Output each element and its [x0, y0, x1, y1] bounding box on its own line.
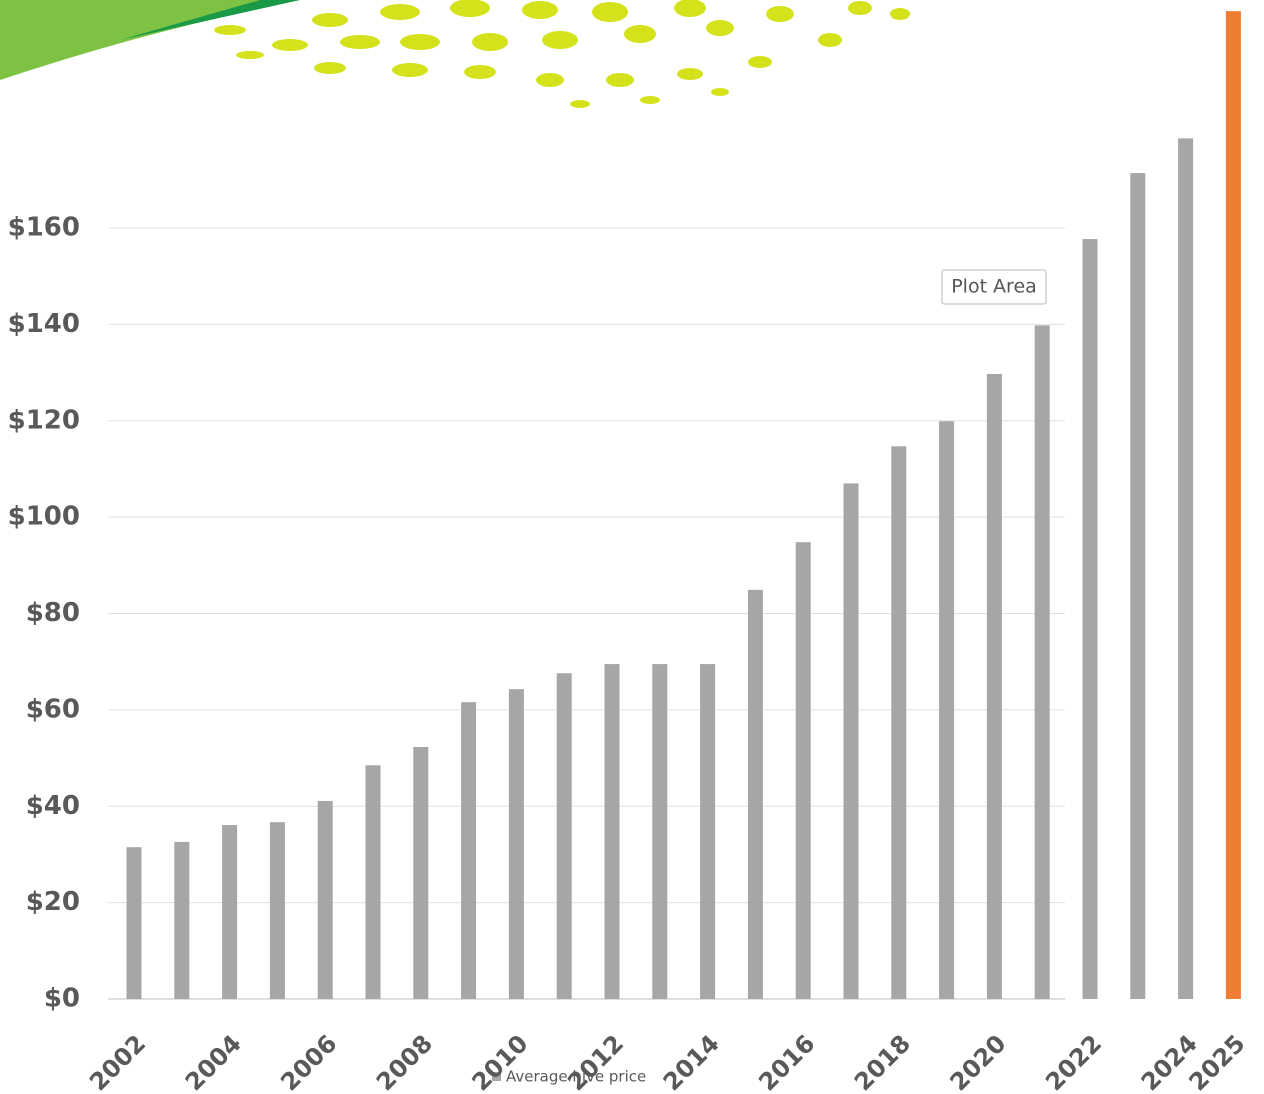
bar: [1130, 173, 1146, 999]
y-tick-label: $60: [26, 694, 80, 724]
bar: [1082, 239, 1098, 999]
legend: Average hive price: [492, 1068, 646, 1086]
y-tick-label: $20: [26, 887, 80, 917]
x-tick-label: 2016: [753, 1029, 820, 1094]
bar: [174, 841, 190, 999]
x-tick-label: 2002: [84, 1029, 151, 1094]
bar: [891, 446, 907, 999]
x-tick-label: 2018: [849, 1029, 916, 1094]
x-tick-label: 2025: [1184, 1029, 1251, 1094]
y-tick-label: $100: [8, 502, 80, 532]
tooltip: Plot Area: [941, 269, 1047, 305]
x-tick-label: 2006: [275, 1029, 342, 1094]
x-tick-label: 2020: [945, 1029, 1012, 1094]
bar: [700, 664, 716, 999]
bar: [795, 542, 811, 999]
y-tick-label: $120: [8, 405, 80, 435]
bar: [365, 765, 381, 999]
legend-swatch: [492, 1072, 501, 1081]
tooltip-text: Plot Area: [951, 276, 1037, 298]
bar: [126, 847, 142, 999]
bar: [269, 822, 285, 999]
x-tick-label: 2022: [1040, 1029, 1107, 1094]
bar: [556, 673, 572, 999]
bar: [843, 483, 859, 999]
bar: [1225, 11, 1241, 999]
bar: [508, 689, 524, 999]
y-tick-label: $140: [8, 309, 80, 339]
bar: [986, 374, 1002, 999]
x-tick-label: 2008: [371, 1029, 438, 1094]
y-tick-label: $80: [26, 598, 80, 628]
bar: [222, 825, 238, 999]
x-tick-label: 2004: [180, 1029, 247, 1094]
bar: [461, 702, 477, 999]
bar: [604, 664, 620, 999]
x-tick-label: 2014: [658, 1029, 725, 1094]
y-tick-label: $40: [26, 791, 80, 821]
bar: [1034, 325, 1050, 999]
legend-label: Average hive price: [506, 1068, 646, 1086]
bar: [939, 421, 955, 999]
bar: [1178, 138, 1194, 1000]
y-tick-label: $160: [8, 213, 80, 243]
y-tick-label: $0: [44, 984, 80, 1014]
bar: [317, 800, 333, 999]
bar: [747, 589, 763, 999]
bar: [652, 664, 668, 999]
bar: [413, 746, 429, 999]
header-decoration: [0, 0, 910, 108]
